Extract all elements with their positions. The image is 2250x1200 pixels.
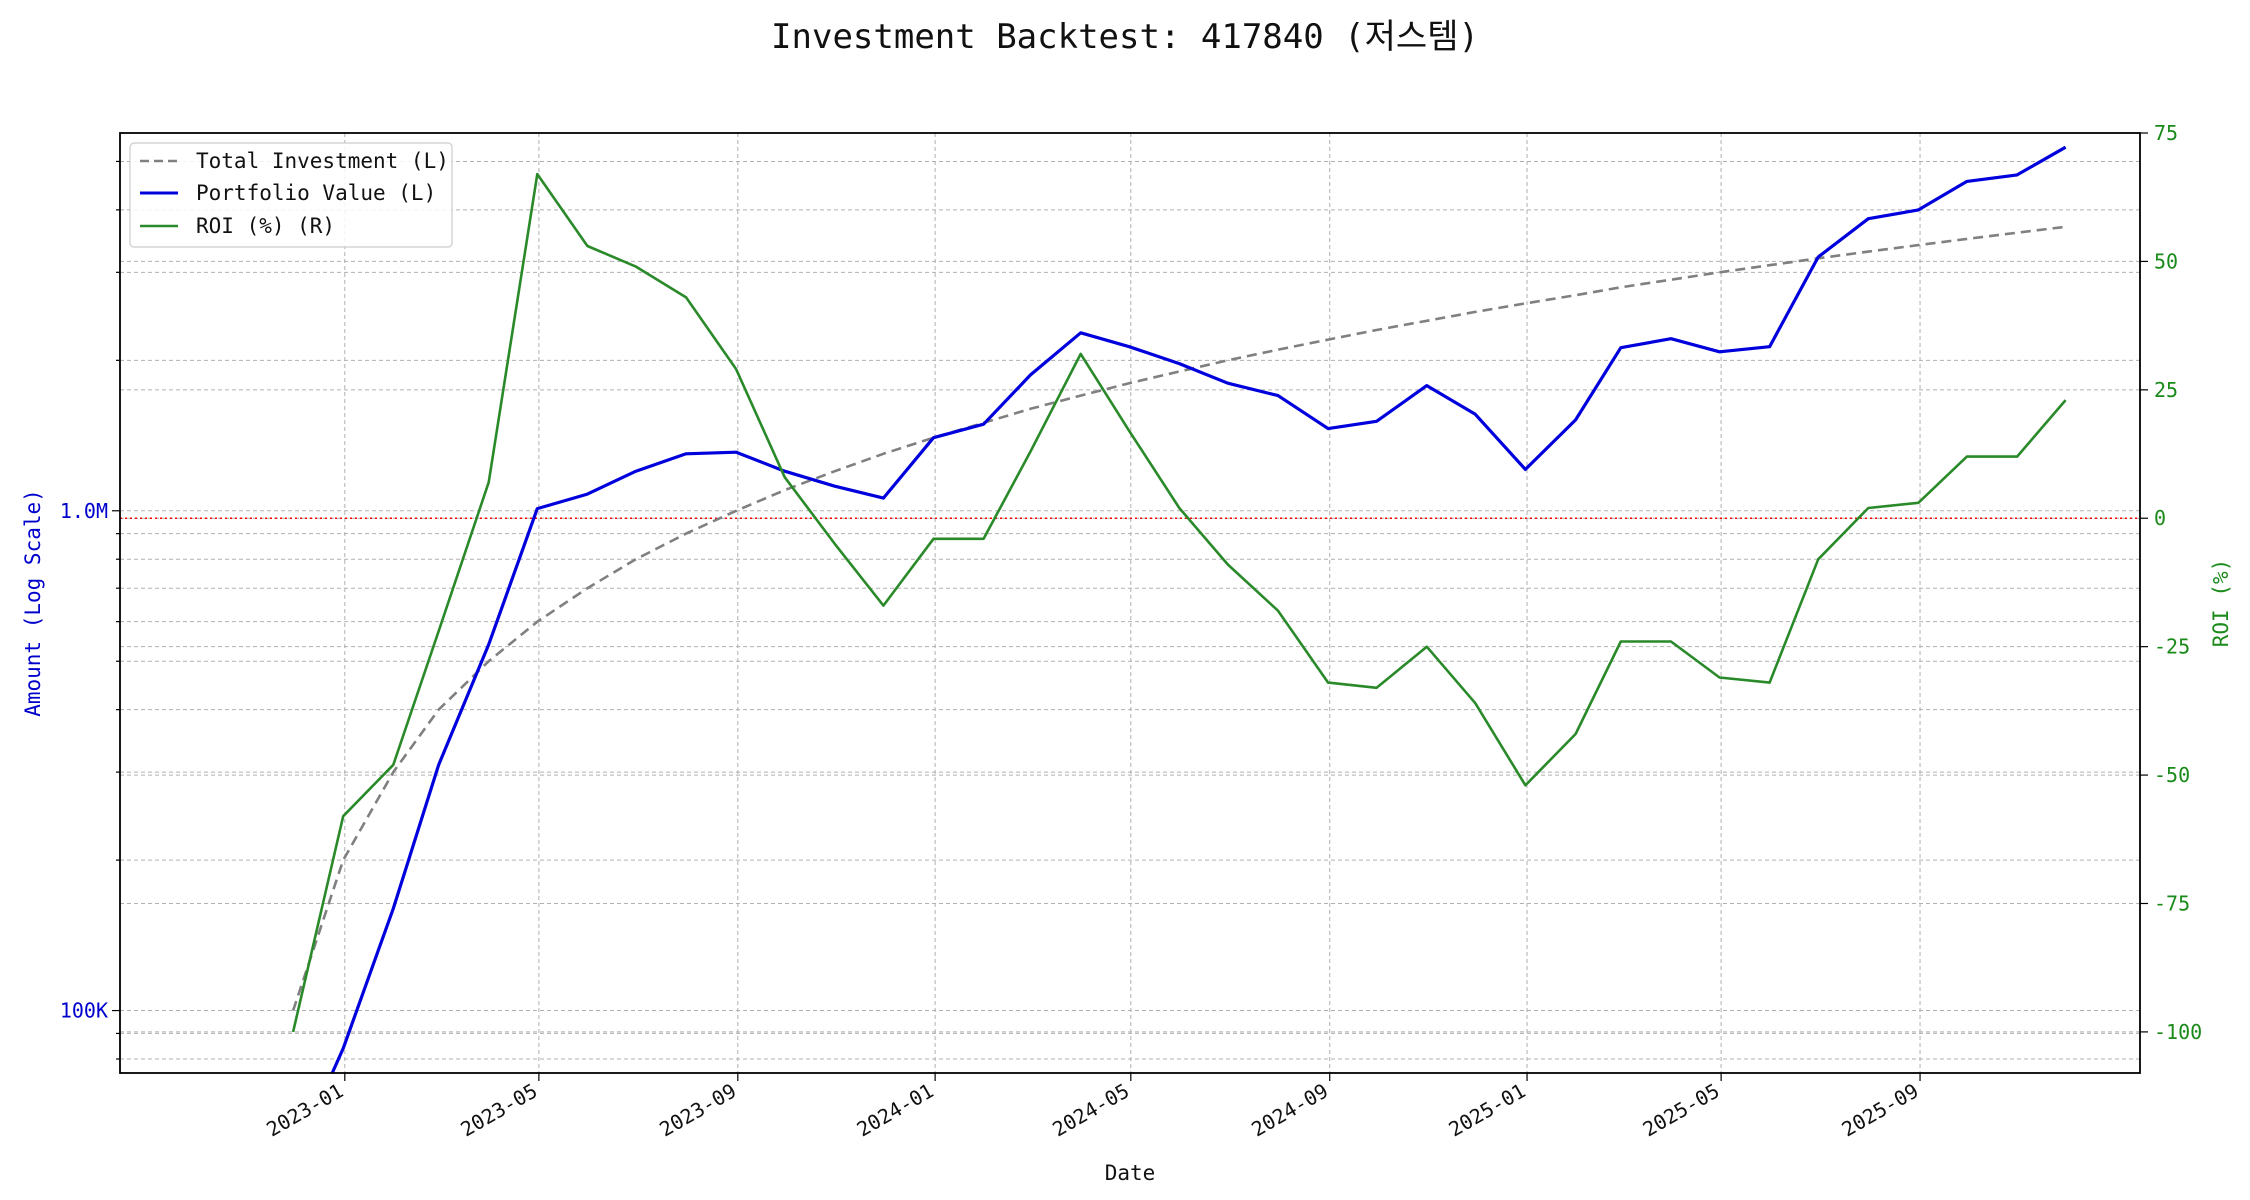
legend-label-total-investment: Total Investment (L) <box>196 149 449 173</box>
y-axis-right-label: ROI (%) <box>2209 559 2233 648</box>
series-total-investment-line <box>291 225 2066 1012</box>
series-roi-line <box>291 172 2067 1033</box>
y-right-tick-label: 75 <box>2154 121 2178 145</box>
chart-title: Investment Backtest: 417840 (저스템) <box>771 17 1479 57</box>
x-tick-label: 2023-09 <box>655 1079 740 1142</box>
y-right-tick-label: -25 <box>2154 635 2190 659</box>
series-portfolio-value-line <box>330 145 2067 1073</box>
y-right-tick-label: 25 <box>2154 378 2178 402</box>
legend-box <box>129 142 453 248</box>
y-right-tick-label: 50 <box>2154 249 2178 273</box>
y-right-tick-label: 0 <box>2154 506 2166 530</box>
grid-layer <box>120 132 2140 1073</box>
x-tick-label: 2025-05 <box>1639 1079 1724 1142</box>
series-layer <box>291 145 2067 1073</box>
plot-frame <box>119 132 2141 1074</box>
y-right-tick-label: -50 <box>2154 763 2190 787</box>
y-left-tick-label: 1.0M <box>60 499 108 523</box>
y-axis-left-label: Amount (Log Scale) <box>21 489 45 717</box>
x-axis-label: Date <box>1105 1161 1156 1185</box>
legend-label-roi: ROI (%) (R) <box>196 214 335 238</box>
y-left-tick-label: 100K <box>60 999 108 1023</box>
x-tick-label: 2024-01 <box>853 1079 938 1142</box>
legend-label-portfolio-value: Portfolio Value (L) <box>196 181 436 205</box>
x-tick-label: 2024-09 <box>1247 1079 1332 1142</box>
legend: Total Investment (L) Portfolio Value (L)… <box>129 142 453 248</box>
x-tick-label: 2025-01 <box>1445 1079 1530 1142</box>
x-tick-label: 2023-01 <box>262 1079 347 1142</box>
x-tick-label: 2025-09 <box>1838 1079 1923 1142</box>
x-tick-label: 2024-05 <box>1048 1079 1133 1142</box>
y-right-tick-label: -100 <box>2154 1020 2202 1044</box>
x-tick-label: 2023-05 <box>456 1079 541 1142</box>
y-right-tick-label: -75 <box>2154 891 2190 915</box>
